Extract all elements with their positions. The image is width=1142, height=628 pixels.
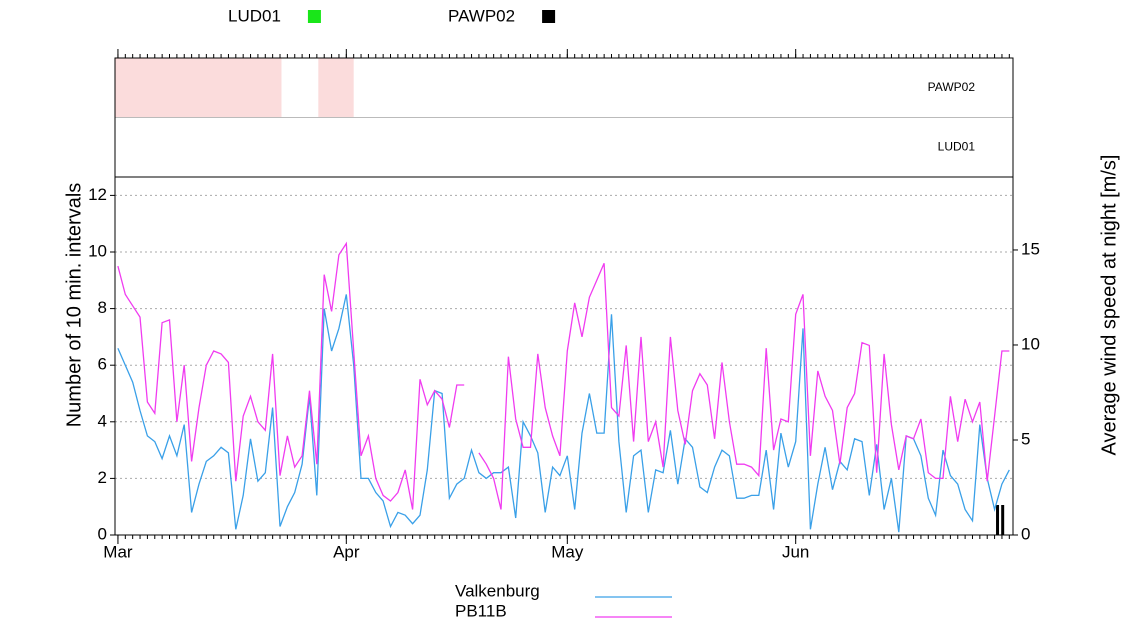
panel-label: PAWP02 — [928, 80, 976, 94]
panel-label: LUD01 — [938, 139, 976, 153]
y2-tick-label: 5 — [1021, 429, 1030, 448]
x-tick-label: Jun — [782, 542, 809, 561]
legend-label: PB11B — [455, 601, 507, 620]
y-tick-label: 6 — [98, 355, 107, 374]
shaded-interval — [115, 58, 282, 118]
y2-axis-label: Average wind speed at night [m/s] — [1098, 155, 1120, 456]
legend-swatch — [542, 10, 556, 23]
legend-label: LUD01 — [228, 6, 281, 25]
y-tick-label: 10 — [88, 241, 107, 260]
data-line — [117, 241, 1010, 510]
y-tick-label: 12 — [88, 185, 107, 204]
y-tick-label: 4 — [98, 411, 107, 430]
legend-swatch — [307, 10, 321, 23]
y2-tick-label: 0 — [1021, 524, 1030, 543]
y2-tick-label: 10 — [1021, 334, 1040, 353]
plot-frame — [114, 176, 1014, 536]
legend-label: PAWP02 — [448, 6, 515, 25]
x-tick-label: Mar — [103, 542, 133, 561]
y2-tick-label: 15 — [1021, 239, 1040, 258]
y-tick-label: 8 — [98, 298, 107, 317]
x-tick-label: Apr — [333, 542, 360, 561]
data-line — [117, 294, 1010, 533]
shaded-interval — [318, 58, 354, 118]
x-tick-label: May — [551, 542, 584, 561]
legend-label: Valkenburg — [455, 581, 540, 600]
y-tick-label: 0 — [98, 524, 107, 543]
y-axis-label: Number of 10 min. intervals — [63, 183, 85, 428]
y-tick-label: 2 — [98, 468, 107, 487]
